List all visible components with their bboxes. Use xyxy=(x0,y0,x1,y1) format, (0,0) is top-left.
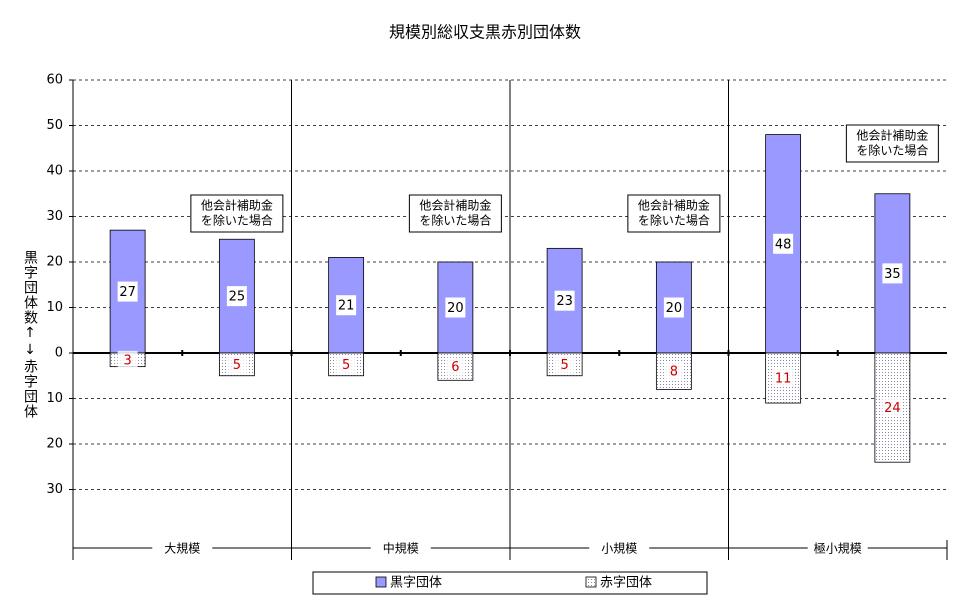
annotation-box xyxy=(627,194,721,233)
y-tick-label: 20 xyxy=(46,255,63,270)
y-tick-label: 40 xyxy=(46,164,63,179)
annotation: を除いた場合 xyxy=(419,213,491,228)
y-tick-label: 20 xyxy=(46,437,63,452)
annotation-box xyxy=(190,194,284,233)
y-tick-label: 0 xyxy=(55,346,63,361)
data-label: 27 xyxy=(119,285,136,300)
label-bg xyxy=(554,355,575,374)
legend-swatch xyxy=(375,576,387,588)
y-tick-label: 10 xyxy=(46,391,63,406)
y-tick-label: 60 xyxy=(46,73,63,88)
annotation: を除いた場合 xyxy=(638,213,710,228)
data-label: 35 xyxy=(884,267,901,282)
group-label: 大規模 xyxy=(164,541,200,556)
label-bg xyxy=(117,281,138,302)
label-bg xyxy=(336,355,357,374)
annotation: 他会計補助金 xyxy=(856,128,928,143)
data-label: 23 xyxy=(556,294,573,309)
group-label: 極小規模 xyxy=(814,541,862,556)
chart-title: 規模別総収支黒赤別団体数 xyxy=(389,23,581,42)
label-bg xyxy=(336,295,357,316)
data-label: 48 xyxy=(775,237,792,252)
label-bg xyxy=(445,357,466,376)
annotation: を除いた場合 xyxy=(201,213,273,228)
label-bg xyxy=(226,286,247,307)
label-bg xyxy=(882,398,903,417)
y-axis-label: 黒字団体数↑↓赤字団体 xyxy=(22,250,38,419)
annotation: 他会計補助金 xyxy=(201,198,273,213)
data-label: 5 xyxy=(233,358,241,373)
data-label: 20 xyxy=(666,301,683,316)
label-bg xyxy=(663,362,684,381)
legend-box xyxy=(312,571,708,595)
data-label: 6 xyxy=(451,360,459,375)
legend-swatch xyxy=(585,576,597,588)
y-tick-label: 10 xyxy=(46,300,63,315)
bar xyxy=(874,352,911,463)
annotation-box xyxy=(408,194,502,233)
label-bg xyxy=(773,233,794,254)
group-label-bg xyxy=(807,540,868,556)
label-bg xyxy=(773,369,794,388)
annotation-box xyxy=(845,124,939,163)
data-label: 5 xyxy=(342,358,350,373)
group-label: 小規模 xyxy=(601,541,637,556)
label-bg xyxy=(445,297,466,318)
group-label-bg xyxy=(589,540,650,556)
data-label: 3 xyxy=(123,353,131,368)
data-label: 11 xyxy=(775,372,792,387)
data-label: 25 xyxy=(229,290,246,305)
label-bg xyxy=(663,297,684,318)
label-bg xyxy=(882,263,903,284)
annotation: 他会計補助金 xyxy=(638,198,710,213)
label-bg xyxy=(554,290,575,311)
y-tick-label: 50 xyxy=(46,118,63,133)
label-bg xyxy=(226,355,247,374)
data-label: 8 xyxy=(670,365,678,380)
y-tick-label: 30 xyxy=(46,209,63,224)
annotation: 他会計補助金 xyxy=(419,198,491,213)
data-label: 20 xyxy=(447,301,464,316)
data-label: 5 xyxy=(560,358,568,373)
data-label: 21 xyxy=(338,299,355,314)
y-tick-label: 30 xyxy=(46,482,63,497)
legend-label: 黒字団体 xyxy=(390,576,442,591)
group-label: 中規模 xyxy=(383,541,419,556)
label-bg xyxy=(117,350,138,369)
legend-label: 赤字団体 xyxy=(600,576,652,591)
annotation: を除いた場合 xyxy=(856,143,928,158)
data-label: 24 xyxy=(884,401,901,416)
group-label-bg xyxy=(370,540,431,556)
group-label-bg xyxy=(152,540,213,556)
